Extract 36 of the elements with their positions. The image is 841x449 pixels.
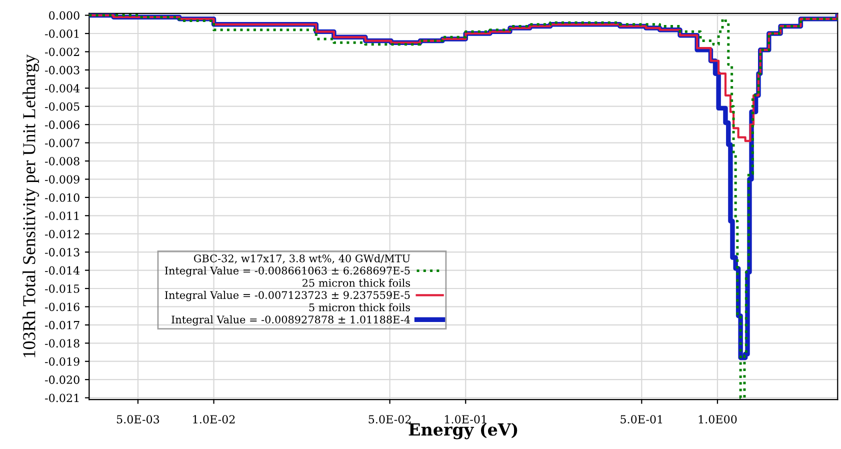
x-tick-label: 5.0E-02 (368, 415, 411, 424)
x-tick-label: 1.0E00 (698, 415, 737, 424)
y-tick-label: -0.012 (45, 230, 80, 238)
x-tick-label: 1.0E-02 (193, 415, 235, 424)
legend-label: Integral Value = -0.007123723 ± 9.237559E-5 (164, 290, 410, 302)
y-tick-label: -0.001 (45, 29, 79, 38)
y-axis-title: 103Rh Total Sensitivity per Unit Lethargy (22, 54, 39, 358)
y-tick-label: -0.014 (45, 266, 80, 275)
y-tick-label: -0.010 (45, 193, 80, 202)
y-tick-label: 0.000 (49, 11, 80, 20)
y-tick-label: -0.005 (45, 102, 80, 111)
y-tick-label: -0.004 (45, 84, 80, 93)
y-tick-label: -0.018 (45, 339, 80, 348)
y-tick-label: -0.019 (45, 357, 80, 366)
y-tick-label: -0.007 (45, 138, 80, 148)
y-tick-label: -0.011 (45, 212, 79, 220)
x-tick-label: 1.0E-01 (445, 415, 486, 424)
y-tick-label: -0.009 (45, 175, 80, 184)
y-tick-label: -0.021 (45, 394, 79, 402)
legend-label: Integral Value = -0.008661063 ± 6.268697E-5 (164, 266, 410, 277)
y-tick-label: -0.015 (45, 284, 80, 293)
annotation: 5 micron thick foils (309, 303, 410, 312)
legend-label: Integral Value = -0.008927878 ± 1.01188E-4 (172, 315, 410, 326)
y-tick-label: -0.002 (45, 48, 80, 56)
annotation: 25 micron thick foils (302, 278, 410, 287)
y-tick-label: -0.008 (45, 156, 80, 166)
y-tick-label: -0.013 (45, 248, 80, 256)
x-tick-label: 5.0E-03 (116, 415, 160, 424)
y-tick-label: -0.020 (45, 376, 80, 384)
annotation: GBC-32, w17x17, 3.8 wt%, 40 GWd/MTU (194, 254, 410, 264)
y-tick-label: -0.006 (45, 120, 80, 129)
x-axis-title: Energy (eV) (408, 422, 518, 440)
y-tick-label: -0.017 (45, 320, 80, 330)
y-tick-label: -0.003 (45, 66, 80, 74)
x-tick-label: 5.0E-01 (620, 415, 662, 424)
y-tick-label: -0.016 (45, 302, 80, 312)
